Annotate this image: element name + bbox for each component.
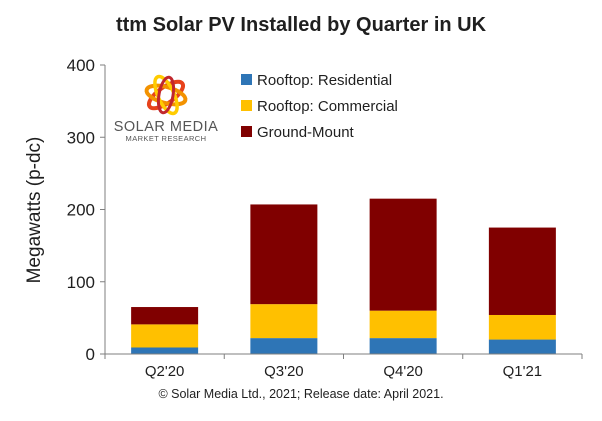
logo-subtitle: MARKET RESEARCH	[126, 134, 207, 143]
bar-segment	[250, 338, 318, 354]
y-tick-label: 0	[86, 345, 95, 364]
legend-swatch	[241, 74, 252, 85]
bar-segment	[131, 347, 199, 354]
logo-swirl-icon	[144, 74, 188, 116]
copyright-note: © Solar Media Ltd., 2021; Release date: …	[158, 387, 444, 401]
legend-label: Ground-Mount	[257, 124, 355, 141]
x-tick-label: Q4'20	[383, 363, 423, 380]
bar-segment	[369, 338, 437, 354]
logo-name: SOLAR MEDIA	[114, 119, 219, 135]
bars	[131, 198, 556, 354]
legend: Rooftop: Residential Rooftop: Commercial G…	[241, 72, 398, 141]
bar-segment	[369, 310, 437, 339]
legend-swatch	[241, 100, 252, 111]
axes: 0 100 200 300 400 Q2'20 Q3'20 Q4'20 Q1'21	[67, 56, 583, 380]
bar-segment	[250, 204, 318, 305]
x-tick-label: Q1'21	[503, 363, 543, 380]
chart-title: ttm Solar PV Installed by Quarter in UK	[115, 14, 487, 36]
bar-segment	[131, 324, 199, 348]
bar-segment	[488, 339, 556, 354]
bar-segment	[369, 198, 437, 311]
bar-segment	[250, 304, 318, 339]
bar-segment	[488, 227, 556, 315]
legend-label: Rooftop: Residential	[257, 72, 392, 89]
x-tick-label: Q3'20	[264, 363, 304, 380]
y-tick-label: 400	[67, 56, 95, 75]
y-tick-label: 300	[67, 128, 95, 147]
x-tick-label: Q2'20	[145, 363, 185, 380]
legend-swatch	[241, 126, 252, 137]
solar-media-logo: SOLAR MEDIA MARKET RESEARCH	[114, 74, 219, 143]
bar-segment	[131, 307, 199, 325]
bar-segment	[488, 314, 556, 340]
legend-label: Rooftop: Commercial	[257, 98, 398, 115]
y-axis-label: Megawatts (p-dc)	[24, 137, 45, 284]
y-tick-label: 200	[67, 201, 95, 220]
y-tick-label: 100	[67, 273, 95, 292]
